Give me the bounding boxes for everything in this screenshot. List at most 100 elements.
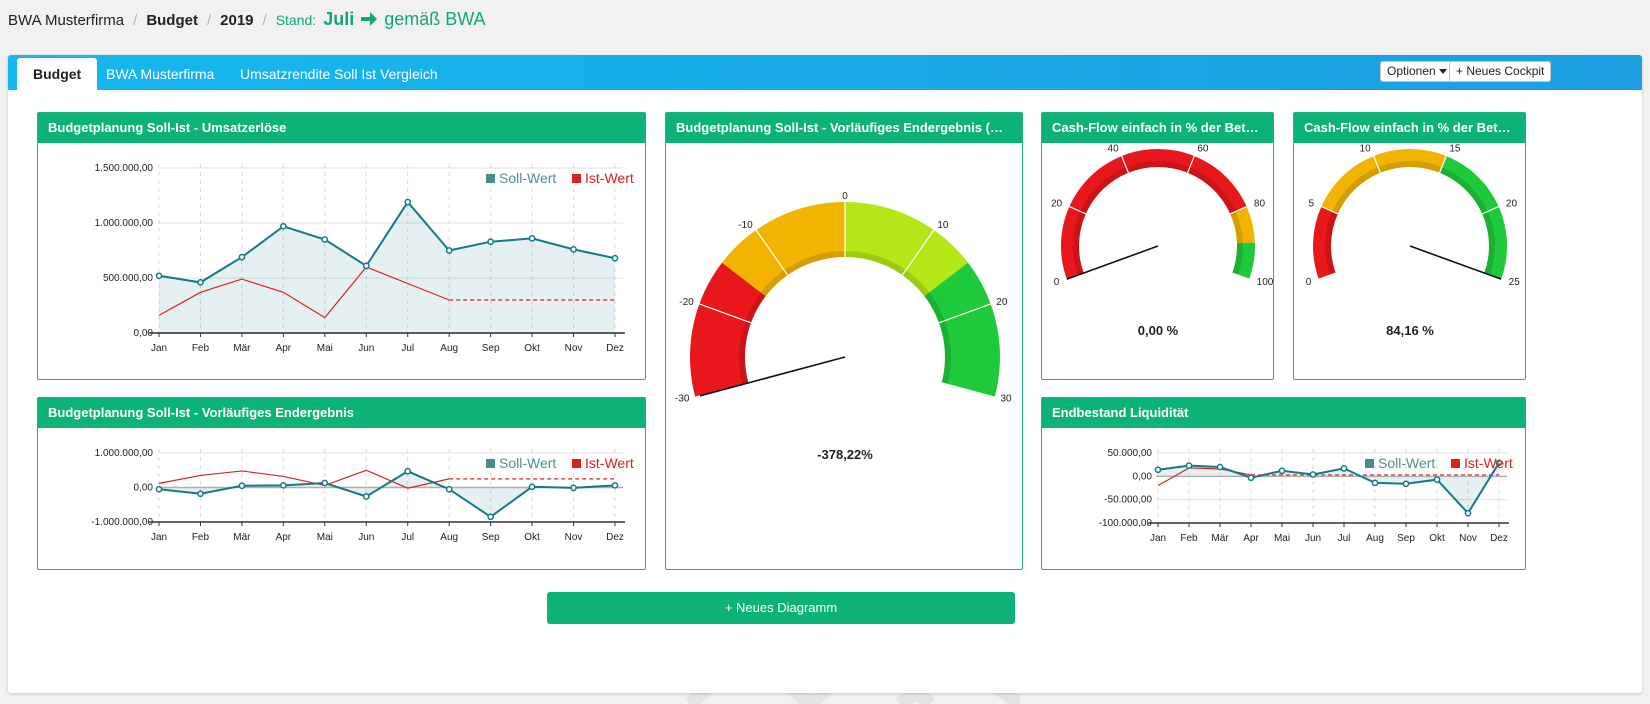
tab-bar: Budget BWA Musterfirma Umsatzrendite Sol…	[8, 55, 1642, 90]
endergebnis-line-chart: 1.000.000,00 0,00 -1.000.000,00 Jan Feb Mär Ap…	[91, 448, 634, 543]
soll-data-point	[155, 485, 163, 493]
x-tick-label: Aug	[440, 343, 458, 354]
soll-data-point	[528, 235, 536, 242]
x-tick-label: Okt	[524, 532, 540, 543]
new-cockpit-button[interactable]: + Neues Cockpit	[1449, 61, 1552, 82]
breadcrumb-separator: /	[262, 12, 267, 29]
gauge-tick	[941, 382, 995, 398]
y-tick-label: 50.000,00	[1108, 448, 1153, 459]
x-tick-label: Apr	[276, 532, 292, 543]
x-tick-label: Feb	[192, 532, 210, 543]
y-tick-label: 500.000,00	[103, 273, 153, 284]
gauge-tick	[1439, 155, 1447, 173]
y-tick-label: 0,00	[1133, 471, 1153, 482]
soll-data-point	[280, 222, 287, 230]
x-tick-label: Mär	[233, 343, 251, 354]
gauge-tick	[1232, 272, 1250, 280]
widget-title[interactable]: Budgetplanung Soll-Ist - Vorläufiges End…	[38, 398, 645, 428]
gauge-band	[1321, 149, 1447, 214]
soll-data-point	[1185, 462, 1193, 469]
soll-data-point	[280, 482, 287, 489]
new-diagram-button[interactable]: + Neues Diagramm	[547, 592, 1015, 624]
gauge-tick	[699, 303, 752, 324]
gauge-tick-label: 10	[1360, 144, 1372, 155]
soll-data-point	[1309, 471, 1317, 478]
soll-data-point	[362, 493, 370, 500]
widget-title[interactable]: Budgetplanung Soll-Ist - Umsatzerlöse	[38, 113, 645, 143]
x-tick-label: Okt	[524, 343, 540, 354]
gauge-tick-label: 60	[1197, 144, 1209, 155]
breadcrumb-company[interactable]: BWA Musterfirma	[8, 12, 125, 29]
gauge-tick	[1321, 205, 1339, 215]
gauge-tick-label: 10	[937, 220, 949, 231]
tab-bwa-musterfirma[interactable]: BWA Musterfirma	[106, 66, 215, 82]
gauge-tick-label: 25	[1509, 277, 1521, 288]
y-tick-label: -1.000.000,00	[91, 517, 153, 528]
tab-umsatzrendite[interactable]: Umsatzrendite Soll Ist Vergleich	[240, 66, 438, 82]
x-tick-label: Nov	[565, 343, 583, 354]
gauge-band	[1232, 242, 1255, 280]
soll-area	[1158, 462, 1499, 514]
legend-ist-swatch	[572, 174, 581, 183]
widget-title[interactable]: Budgetplanung Soll-Ist - Vorläufiges End…	[666, 113, 1022, 143]
widget-umsatzerloese: Budgetplanung Soll-Ist - Umsatzerlöse 1.…	[37, 112, 646, 380]
soll-data-point	[1216, 463, 1224, 471]
gauge-tick-label: -20	[679, 297, 694, 308]
soll-data-point	[404, 467, 412, 475]
legend-ist-label: Ist-Wert	[585, 455, 634, 471]
y-tick-label: 1.000.000,00	[95, 448, 154, 459]
soll-area	[159, 471, 615, 517]
gauge-needle	[1066, 245, 1159, 280]
soll-data-point	[445, 247, 453, 254]
gauge-tick-label: 20	[996, 297, 1008, 308]
soll-data-point	[321, 236, 329, 243]
x-tick-label: Jun	[358, 532, 374, 543]
soll-data-point	[362, 262, 370, 270]
x-tick-label: Okt	[1429, 533, 1445, 544]
gauge-tick-label: 0	[842, 191, 848, 202]
breadcrumb-year[interactable]: 2019	[220, 12, 254, 29]
y-tick-label: 1.000.000,00	[95, 218, 154, 229]
gauge-tick	[1229, 205, 1247, 215]
soll-data-point	[1278, 467, 1286, 475]
widget-title[interactable]: Cash-Flow einfach in % der Betriebsleist…	[1042, 113, 1273, 143]
gauge-band	[690, 262, 766, 398]
gauge-tick	[1318, 272, 1336, 280]
x-tick-label: Dez	[1490, 533, 1508, 544]
stand-month[interactable]: Juli	[323, 9, 355, 29]
gauge-tick-label: 5	[1309, 198, 1315, 209]
gauge-band	[1313, 206, 1338, 280]
x-tick-label: Jul	[401, 343, 414, 354]
x-tick-label: Sep	[482, 343, 500, 354]
x-tick-label: Apr	[276, 343, 292, 354]
soll-data-point	[321, 479, 329, 487]
breadcrumb-section[interactable]: Budget	[146, 12, 198, 29]
cashflow-gauge-1: 0 20 40 60 80 100 0,00 %	[1051, 144, 1273, 338]
x-tick-label: Sep	[482, 532, 500, 543]
umsatzerloese-line-chart: 1.500.000,00 1.000.000,00 500.000,00 0,00 Ja…	[95, 163, 634, 354]
gauge-tick-label: 40	[1108, 144, 1120, 155]
widget-title[interactable]: Endbestand Liquidität	[1042, 398, 1525, 428]
breadcrumb-separator: /	[133, 12, 138, 29]
gauge-inner-shade	[1073, 161, 1243, 276]
legend-ist-swatch	[1451, 459, 1460, 468]
widget-title[interactable]: Cash-Flow einfach in % der Betriebsleist…	[1294, 113, 1525, 143]
legend-soll-swatch	[486, 174, 495, 183]
tab-budget[interactable]: Budget	[17, 58, 98, 90]
breadcrumb-separator: /	[206, 12, 212, 29]
arrow-right-icon	[361, 12, 378, 26]
x-tick-label: Aug	[1366, 533, 1384, 544]
options-dropdown[interactable]: Optionen	[1380, 61, 1454, 82]
gauge-tick-label: 80	[1254, 198, 1266, 209]
gauge-tick-label: 0	[1306, 277, 1312, 288]
options-label: Optionen	[1387, 64, 1436, 78]
caret-down-icon	[1438, 69, 1447, 75]
x-tick-label: Jan	[151, 343, 167, 354]
soll-data-point	[1154, 466, 1162, 474]
gauge-tick-label: -30	[675, 394, 690, 405]
soll-series-line	[1157, 462, 1500, 515]
abweichung-gauge: -30 -20 -10 0 10 20 30 -378,22%	[675, 191, 1013, 462]
gauge-tick-label: 30	[1001, 394, 1013, 405]
stand-source[interactable]: gemäß BWA	[384, 9, 486, 29]
x-tick-label: Mär	[1211, 533, 1229, 544]
